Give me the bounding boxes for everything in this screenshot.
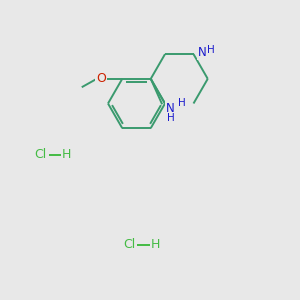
Text: Cl: Cl [34,148,46,161]
Text: H: H [151,238,160,251]
Text: H: H [178,98,185,108]
Text: H: H [167,113,174,123]
Text: Cl: Cl [123,238,135,251]
Text: O: O [96,72,106,85]
Text: N: N [166,102,175,115]
Text: H: H [62,148,72,161]
Text: N: N [197,46,206,59]
Text: H: H [207,45,215,55]
